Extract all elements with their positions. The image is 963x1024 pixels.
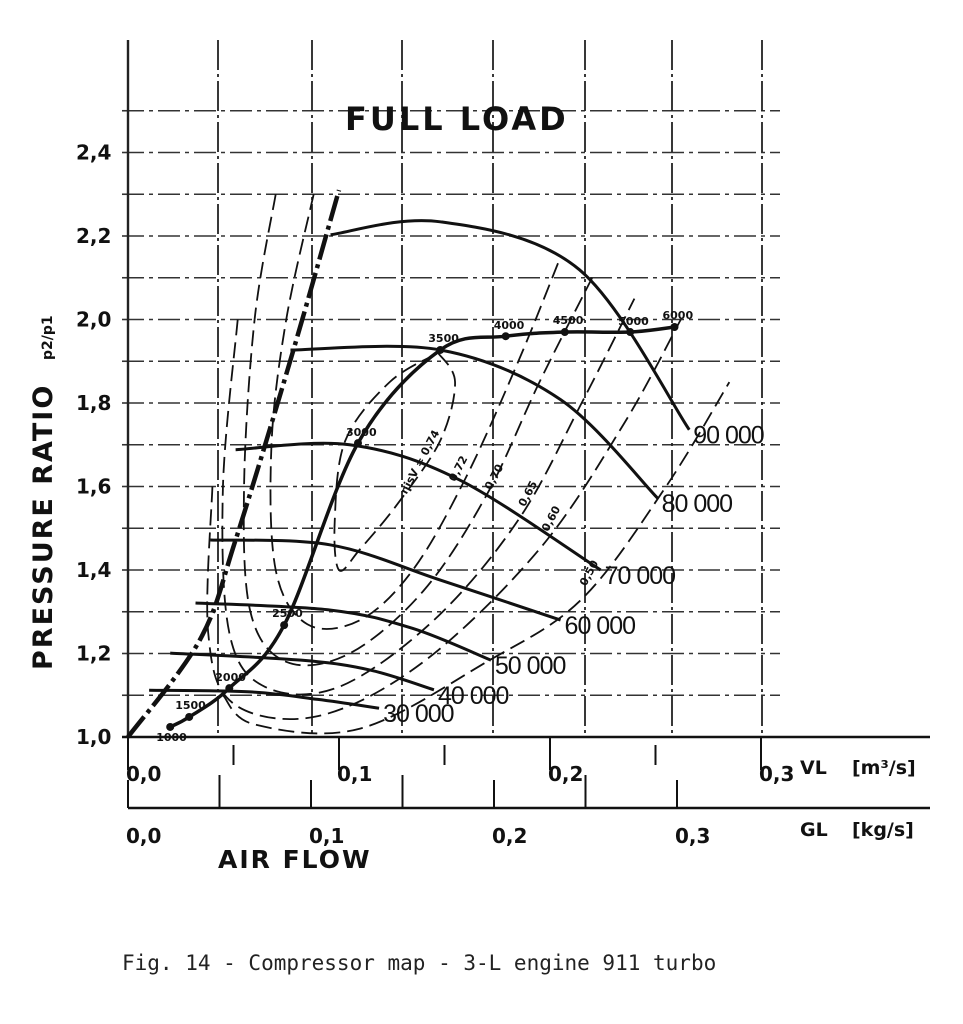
speed-line-label: 60 000 [565, 612, 636, 640]
operating-point-label: 2000 [215, 671, 246, 684]
speed-line-label: 80 000 [662, 490, 733, 518]
operating-line: 1000 1500 2000 2500 3000 3500 4000 4500 5000 6000 [156, 309, 693, 744]
surge-line [126, 189, 342, 739]
efficiency-contour [206, 319, 682, 721]
operating-point [225, 684, 234, 693]
speed-line [210, 538, 562, 622]
operating-point [166, 722, 175, 731]
operating-point-label: 6000 [662, 309, 693, 322]
g-tick-label: 0,1 [309, 824, 344, 848]
y-tick-label: 1,6 [76, 475, 111, 499]
y-tick-label: 1,0 [76, 725, 111, 749]
speed-line-label: 90 000 [693, 422, 764, 450]
operating-point-label: 1500 [175, 699, 206, 712]
y-tick-label: 1,4 [76, 558, 111, 582]
operating-point [185, 712, 194, 721]
operating-point-label: 1000 [156, 731, 187, 744]
v-axis-symbol: VL [800, 757, 827, 779]
speed-line-label: 50 000 [495, 652, 566, 680]
operating-point-label: 2500 [272, 607, 303, 620]
speed-line [170, 651, 435, 692]
operating-point-label: 5000 [618, 315, 649, 328]
g-axis-unit: [kg/s] [852, 819, 914, 841]
speed-line [235, 441, 602, 572]
y-axis-symbol: p2/p1 [40, 315, 56, 360]
y-tick-label: 1,8 [76, 391, 111, 415]
operating-point [501, 332, 510, 341]
efficiency-contour [269, 194, 562, 630]
v-tick-label: 0,1 [337, 762, 372, 786]
speed-line [290, 344, 659, 500]
v-tick-label: 0,2 [548, 762, 583, 786]
speed-line-label: 70 000 [605, 562, 676, 590]
operating-line-path [169, 325, 675, 729]
v-tick-label: 0,3 [759, 762, 794, 786]
chart-title: FULL LOAD [345, 100, 569, 138]
grid [122, 40, 780, 738]
y-axis-label: PRESSURE RATIO [28, 384, 59, 670]
operating-point-label: 4000 [494, 319, 525, 332]
speed-line [330, 219, 691, 431]
operating-point-label: 3500 [428, 332, 459, 345]
operating-point [670, 323, 679, 332]
operating-point [626, 328, 635, 337]
efficiency-contour [221, 298, 636, 696]
x-axis-label: AIR FLOW [218, 845, 372, 874]
efficiency-contours: ηisV = 0,74 0,72 0,700,650,600,50 [206, 194, 731, 735]
operating-point [560, 328, 569, 337]
g-tick-label: 0,2 [492, 824, 527, 848]
efficiency-label: 0,65 [516, 479, 540, 509]
speed-line-label: 40 000 [438, 682, 509, 710]
efficiency-label: 0,60 [539, 503, 563, 533]
g-tick-label: 0,3 [675, 824, 710, 848]
axes: 0,0 0,1 0,2 0,3 0,0 0,1 0,2 0,3 1,0 1,2 1,4 1,6 1,8 2… [76, 141, 930, 848]
g-axis-symbol: GL [800, 819, 828, 841]
efficiency-contour [222, 381, 731, 735]
efficiency-contour [333, 352, 456, 572]
figure-caption: Fig. 14 - Compressor map - 3-L engine 91… [122, 951, 717, 975]
operating-point-label: 3000 [346, 426, 377, 439]
efficiency-contour [242, 194, 594, 667]
surge-line-path [126, 189, 342, 739]
v-tick-label: 0,0 [126, 762, 161, 786]
y-tick-label: 2,2 [76, 224, 111, 248]
efficiency-label: 0,70 [482, 462, 506, 492]
v-axis-unit: [m³/s] [852, 757, 916, 779]
speed-line-label: 30 000 [383, 700, 454, 728]
y-tick-label: 2,4 [76, 141, 111, 165]
operating-point [353, 439, 362, 448]
operating-point-label: 4500 [553, 314, 584, 327]
compressor-map-chart: 0,0 0,1 0,2 0,3 0,0 0,1 0,2 0,3 1,0 1,2 1,4 1,6 1,8 2… [28, 40, 930, 874]
operating-point [436, 345, 445, 354]
y-tick-label: 2,0 [76, 308, 111, 332]
operating-point [280, 621, 289, 630]
y-tick-label: 1,2 [76, 642, 111, 666]
speed-line [149, 688, 380, 710]
g-tick-label: 0,0 [126, 824, 161, 848]
speed-line [195, 601, 492, 662]
